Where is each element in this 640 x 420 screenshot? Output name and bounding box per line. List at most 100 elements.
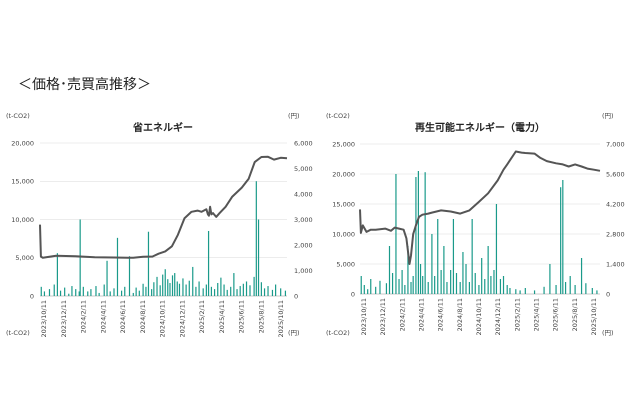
volume-bar — [284, 290, 287, 296]
volume-bar — [543, 286, 545, 294]
volume-bar — [275, 284, 277, 296]
volume-bar — [95, 286, 97, 296]
volume-bar — [437, 219, 439, 294]
right-axis-tick-label: 4,000 — [294, 190, 313, 198]
volume-bar — [468, 282, 470, 294]
volume-bar — [145, 286, 147, 296]
volume-bar — [412, 276, 414, 294]
volume-bar — [440, 270, 442, 294]
volume-bar — [138, 290, 140, 296]
volume-bar — [255, 181, 257, 296]
volume-bar — [182, 278, 184, 296]
volume-bar — [569, 276, 571, 294]
right-axis-tick-label: 7,000 — [606, 140, 625, 148]
x-axis-tick-label: 2024/4/11 — [418, 298, 426, 331]
volume-bar — [103, 284, 105, 296]
volume-bar — [490, 276, 492, 294]
volume-bar — [367, 289, 369, 294]
volume-bar — [474, 273, 476, 294]
volume-bar — [195, 286, 197, 296]
volume-bar — [151, 289, 153, 296]
left-axis-tick-label: 20,000 — [332, 170, 355, 178]
volume-bar — [220, 277, 222, 296]
right-axis-tick-label: 0 — [606, 290, 610, 298]
volume-bar — [471, 219, 473, 294]
volume-bar — [142, 283, 144, 296]
volume-bar — [53, 284, 55, 296]
volume-bar — [223, 284, 225, 296]
x-axis-tick-label: 2025/2/11 — [513, 298, 521, 331]
volume-bar — [59, 290, 62, 296]
volume-bar — [239, 286, 241, 296]
volume-bar — [499, 279, 502, 294]
volume-bar — [171, 275, 174, 296]
volume-bar — [395, 174, 397, 294]
volume-bar — [164, 269, 166, 296]
volume-bar — [424, 172, 426, 294]
x-axis-tick-label: 2025/6/11 — [552, 298, 560, 331]
volume-bar — [113, 288, 115, 296]
x-axis-tick-label: 2023/12/11 — [60, 300, 68, 337]
volume-bar — [217, 282, 219, 296]
volume-bar — [71, 286, 73, 296]
volume-bar — [375, 286, 377, 294]
left-axis-tick-label: 15,000 — [332, 200, 355, 208]
volume-bar — [415, 177, 417, 294]
volume-bar — [213, 289, 216, 296]
volume-bar — [75, 289, 77, 296]
volume-bar — [178, 283, 181, 296]
volume-bar — [98, 292, 100, 296]
volume-bar — [242, 283, 244, 296]
volume-bar — [64, 287, 66, 296]
volume-bar — [226, 289, 228, 296]
volume-bar — [446, 282, 448, 294]
volume-bar — [267, 286, 269, 296]
right-axis-tick-label: 1,400 — [606, 260, 625, 268]
volume-bar — [417, 171, 419, 294]
left-axis-tick-label: 15,000 — [11, 178, 34, 186]
right-axis-unit-bottom: (円) — [602, 329, 614, 337]
x-axis-tick-label: 2024/10/11 — [475, 298, 483, 335]
volume-bar — [524, 288, 526, 294]
volume-bar — [87, 291, 89, 296]
volume-bar — [398, 279, 400, 294]
left-axis-unit-bottom: (t-CO2) — [6, 329, 30, 337]
volume-bar — [109, 291, 111, 296]
volume-bar — [169, 282, 171, 296]
volume-bar — [56, 253, 58, 296]
renewable-electricity-chart: 再生可能エネルギー（電力） (t-CO2) (円) (t-CO2) (円) 0 5,000 1… — [326, 112, 625, 337]
volume-bar — [515, 289, 517, 294]
volume-bar — [401, 270, 403, 294]
volume-bar — [159, 285, 161, 296]
x-axis-tick-label: 2024/4/11 — [99, 300, 107, 333]
left-axis-tick-label: 5,000 — [15, 254, 34, 262]
x-axis-tick-label: 2025/8/11 — [571, 298, 579, 331]
volume-bar — [370, 279, 372, 294]
volume-bar — [116, 237, 119, 296]
volume-bar — [574, 285, 576, 294]
x-axis-tick-label: 2024/10/11 — [159, 300, 167, 337]
volume-bar — [106, 260, 108, 296]
volume-bar — [174, 273, 176, 296]
volume-bar — [502, 276, 505, 294]
x-axis-tick-label: 2023/10/11 — [360, 298, 368, 335]
right-axis-tick-label: 5,600 — [606, 170, 625, 178]
left-axis-tick-label: 0 — [30, 292, 34, 300]
volume-bar — [506, 285, 508, 294]
volume-bar — [459, 282, 461, 294]
x-axis-tick-label: 2025/10/11 — [590, 298, 598, 335]
right-axis-tick-label: 2,800 — [606, 230, 625, 238]
volume-bar — [495, 204, 498, 294]
volume-bar — [230, 286, 232, 296]
volume-bar — [280, 288, 282, 296]
volume-bar — [533, 290, 536, 294]
volume-bar — [363, 285, 365, 294]
volume-bar — [253, 276, 255, 296]
volume-bar — [484, 279, 486, 294]
volume-bar — [385, 283, 388, 294]
left-axis-tick-label: 0 — [351, 290, 355, 298]
volume-bar — [263, 288, 266, 296]
volume-bar — [233, 273, 235, 296]
volume-bar — [455, 273, 458, 294]
x-axis-tick-label: 2025/6/11 — [238, 300, 246, 333]
